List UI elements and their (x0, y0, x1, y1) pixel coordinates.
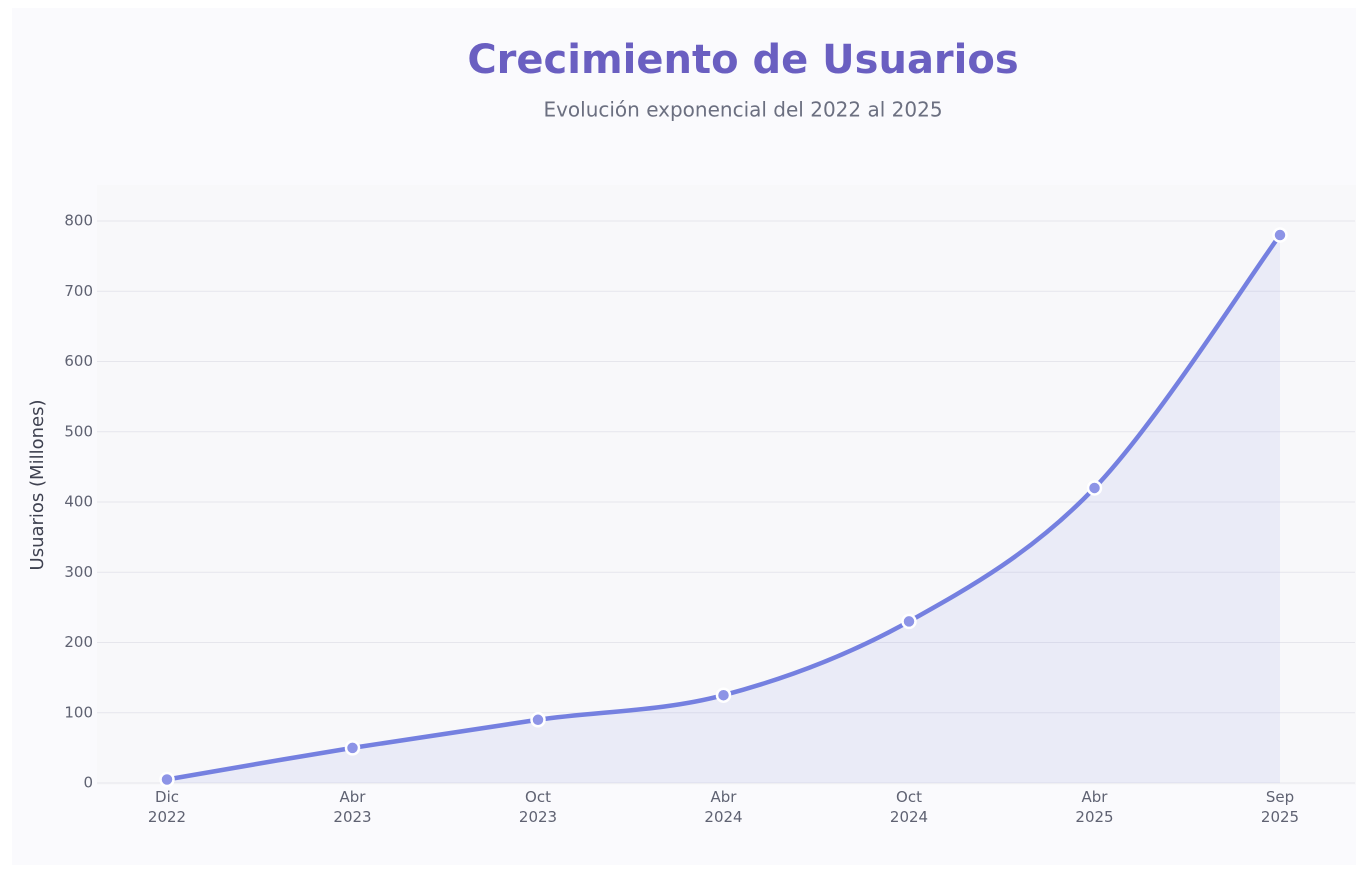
x-tick-line: 2023 (333, 808, 371, 826)
x-tick-line: Oct (525, 788, 551, 806)
chart-subtitle: Evolución exponencial del 2022 al 2025 (543, 98, 942, 122)
point (715, 687, 732, 703)
chart-title: Crecimiento de Usuarios (467, 37, 1018, 83)
point (530, 712, 546, 728)
x-tick-line: Dic (155, 788, 179, 806)
x-tick-line: Abr (340, 788, 367, 806)
x-tick-line: Abr (1082, 788, 1109, 806)
y-tick-label: 700 (64, 282, 93, 300)
y-tick-label: 500 (64, 422, 93, 440)
plot-area (97, 185, 1356, 785)
x-tick-line: Abr (711, 788, 738, 806)
point (159, 771, 175, 788)
x-tick-label: Oct 2024 (890, 788, 928, 826)
x-tick-line: 2022 (148, 808, 186, 826)
x-tick-line: Oct (896, 788, 922, 806)
x-tick-label: Oct 2023 (519, 788, 557, 826)
x-tick-line: 2025 (1075, 808, 1113, 826)
x-tick-label: Dic 2022 (148, 788, 186, 826)
y-tick-label: 200 (64, 633, 93, 651)
y-tick-label: 100 (64, 703, 93, 721)
y-tick-label: 0 (83, 774, 93, 792)
x-tick-label: Abr 2025 (1075, 788, 1113, 826)
x-tick-line: 2025 (1261, 808, 1299, 826)
point (1086, 480, 1103, 496)
x-tick-line: 2024 (704, 808, 742, 826)
x-tick-label: Abr 2023 (333, 788, 371, 826)
y-tick-label: 300 (64, 563, 93, 581)
y-tick-label: 800 (64, 212, 93, 230)
y-tick-label: 600 (64, 352, 93, 370)
y-tick-label: 400 (64, 493, 93, 511)
x-tick-line: Sep (1266, 788, 1294, 806)
y-axis-label: Usuarios (Millones) (27, 400, 48, 571)
x-tick-line: 2024 (890, 808, 928, 826)
x-tick-line: 2023 (519, 808, 557, 826)
area (167, 235, 1280, 784)
x-tick-label: Abr 2024 (704, 788, 742, 826)
point (901, 613, 917, 630)
x-tick-label: Sep 2025 (1261, 788, 1299, 826)
point (344, 740, 361, 756)
point (1272, 227, 1288, 243)
